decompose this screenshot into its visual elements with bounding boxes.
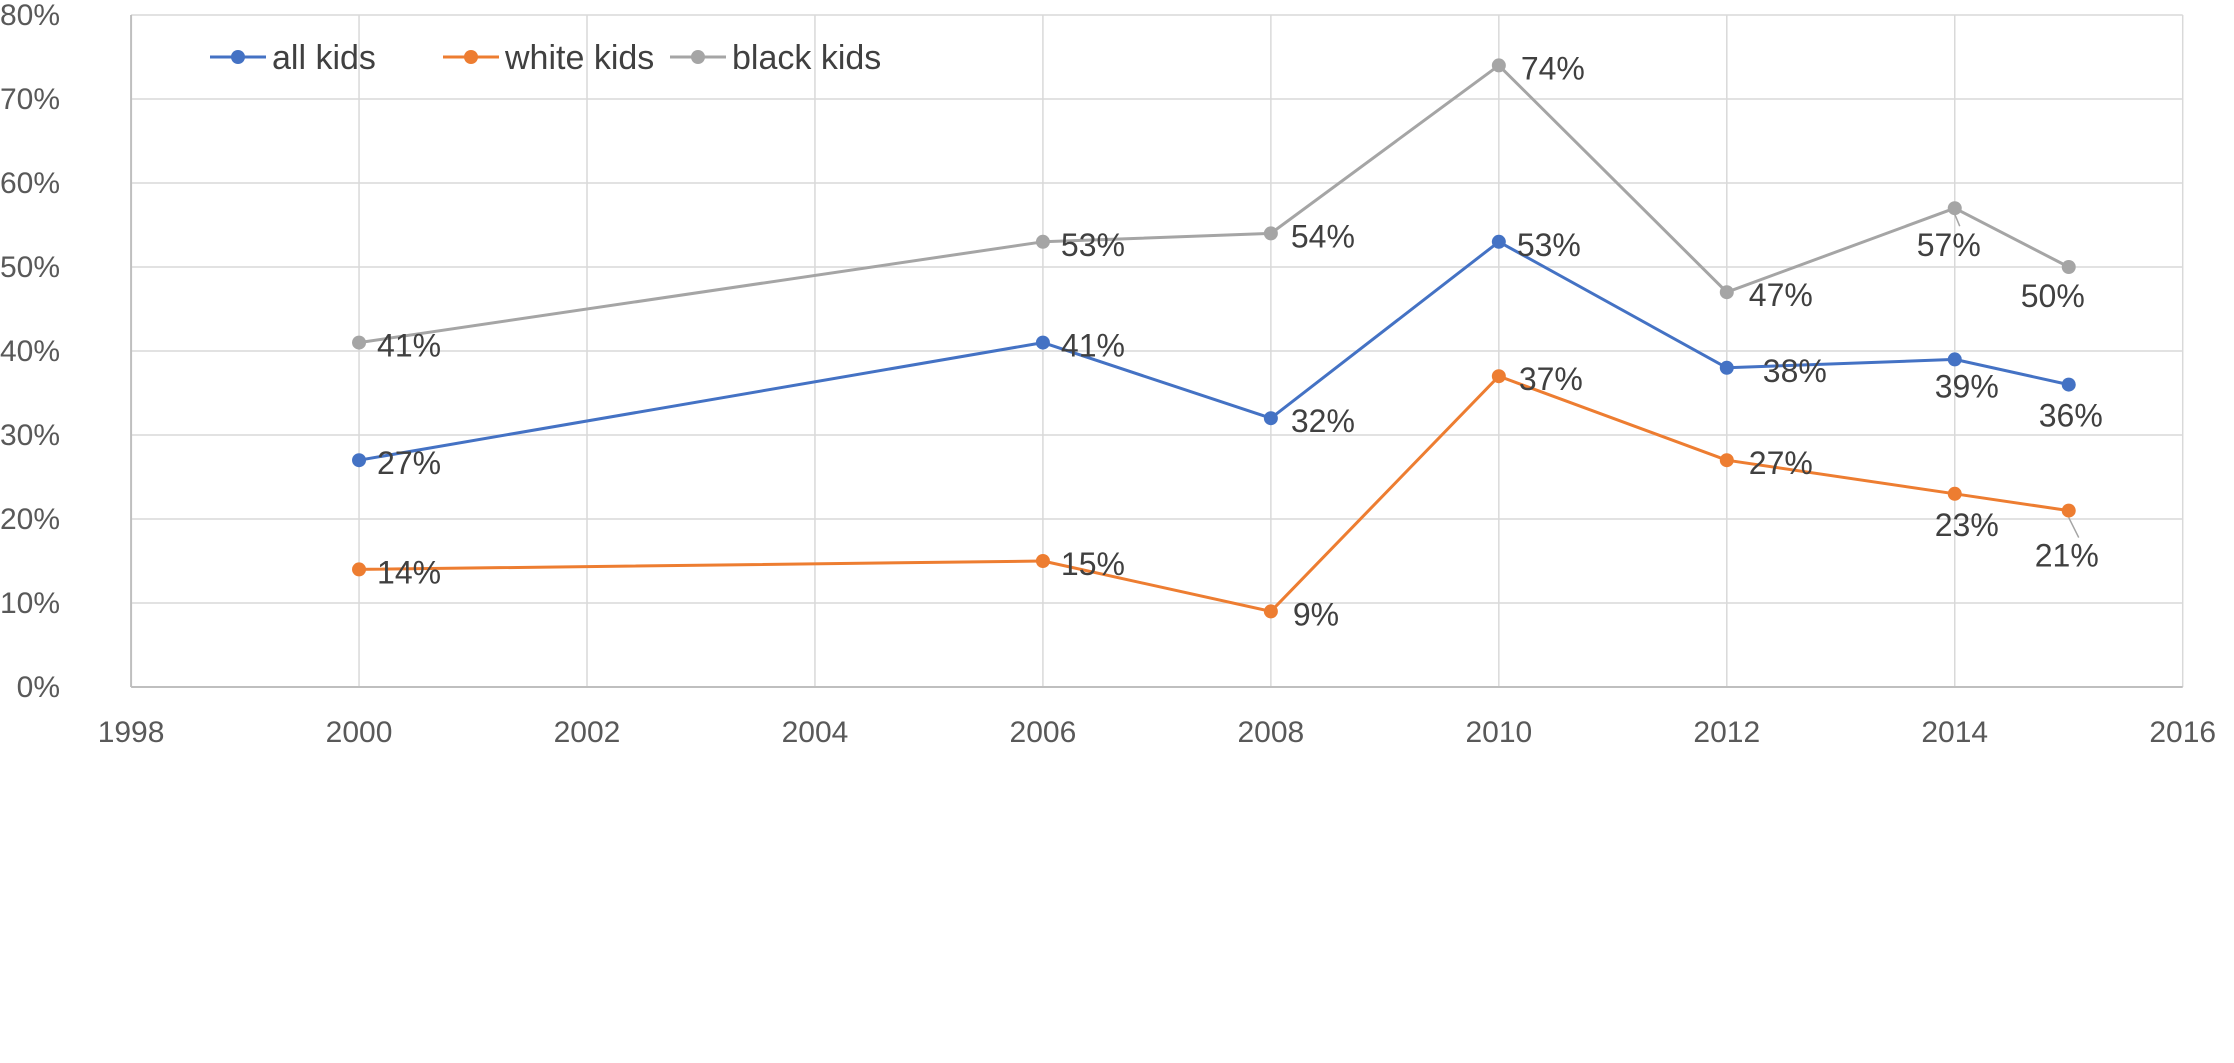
y-tick-label: 0%	[17, 671, 60, 704]
x-tick-label: 2012	[1693, 716, 1760, 749]
x-tick-label: 2004	[782, 716, 849, 749]
data-point	[1719, 285, 1734, 300]
label-leader-line	[2068, 517, 2080, 538]
x-tick-label: 2016	[2149, 716, 2216, 749]
data-label: 27%	[377, 445, 441, 481]
data-label: 37%	[1519, 361, 1583, 397]
data-label: 41%	[1061, 328, 1125, 364]
data-label: 32%	[1291, 403, 1355, 439]
data-point	[1263, 411, 1278, 426]
data-label: 38%	[1763, 353, 1827, 389]
series-lines	[352, 58, 2076, 619]
data-point	[352, 335, 367, 350]
data-point	[1035, 554, 1050, 568]
data-label: 23%	[1935, 507, 1999, 543]
data-point	[1719, 453, 1734, 468]
data-label: 15%	[1061, 546, 1125, 582]
legend-label: all kids	[272, 39, 376, 77]
data-label: 50%	[2021, 278, 2085, 314]
data-labels: 27% 41% 32% 53% 38% 39% 36% 14% 15% 9% 37% 27% 23% 21…	[377, 50, 2103, 632]
data-label: 9%	[1293, 596, 1339, 632]
data-label: 14%	[377, 554, 441, 590]
data-point	[2061, 260, 2076, 274]
data-label: 53%	[1517, 227, 1581, 263]
axes: 0% 10% 20% 30% 40% 50% 60% 70% 80% 1998 2000 2002 20…	[0, 0, 2216, 749]
y-tick-label: 40%	[0, 335, 60, 368]
data-point	[1491, 58, 1506, 73]
legend-marker	[231, 50, 245, 64]
y-tick-label: 10%	[0, 587, 60, 620]
y-tick-label: 60%	[0, 167, 60, 200]
label-leader-line	[1954, 213, 1961, 227]
data-point	[1947, 486, 1962, 501]
data-label: 36%	[2039, 398, 2103, 434]
data-label: 57%	[1917, 227, 1981, 263]
data-point	[352, 453, 367, 468]
y-tick-label: 30%	[0, 419, 60, 452]
data-point	[1035, 234, 1050, 249]
data-label: 54%	[1291, 218, 1355, 254]
data-point	[2061, 503, 2076, 518]
legend-label: black kids	[732, 39, 881, 77]
data-point	[1491, 369, 1506, 384]
x-tick-label: 2000	[326, 716, 393, 749]
data-label: 27%	[1749, 445, 1813, 481]
data-label: 47%	[1749, 277, 1813, 313]
gridlines	[131, 14, 2184, 687]
data-label: 39%	[1935, 368, 1999, 404]
data-label: 74%	[1521, 50, 1585, 86]
data-label: 41%	[377, 328, 441, 364]
series-line	[359, 374, 2069, 613]
data-label: 53%	[1061, 227, 1125, 263]
legend-marker	[464, 50, 478, 64]
data-point	[1947, 352, 1962, 367]
x-tick-label: 2014	[1921, 716, 1988, 749]
y-tick-label: 20%	[0, 503, 60, 536]
data-point	[1947, 201, 1962, 216]
x-tick-label: 2002	[554, 716, 621, 749]
data-point	[1263, 226, 1278, 241]
data-point	[1035, 335, 1050, 350]
y-tick-label: 80%	[0, 0, 60, 32]
data-label: 21%	[2035, 538, 2099, 574]
data-point	[2061, 377, 2076, 392]
data-point	[1719, 360, 1734, 375]
data-point	[1491, 234, 1506, 249]
x-tick-label: 2010	[1465, 716, 1532, 749]
y-tick-label: 70%	[0, 83, 60, 116]
y-tick-label: 50%	[0, 251, 60, 284]
legend-label: white kids	[504, 39, 654, 77]
data-point	[1263, 604, 1278, 619]
legend-marker	[691, 50, 705, 64]
x-tick-label: 1998	[98, 716, 165, 749]
x-tick-label: 2008	[1237, 716, 1304, 749]
x-tick-label: 2006	[1010, 716, 1077, 749]
data-point	[352, 562, 367, 577]
legend: all kids white kids black kids	[210, 39, 881, 77]
